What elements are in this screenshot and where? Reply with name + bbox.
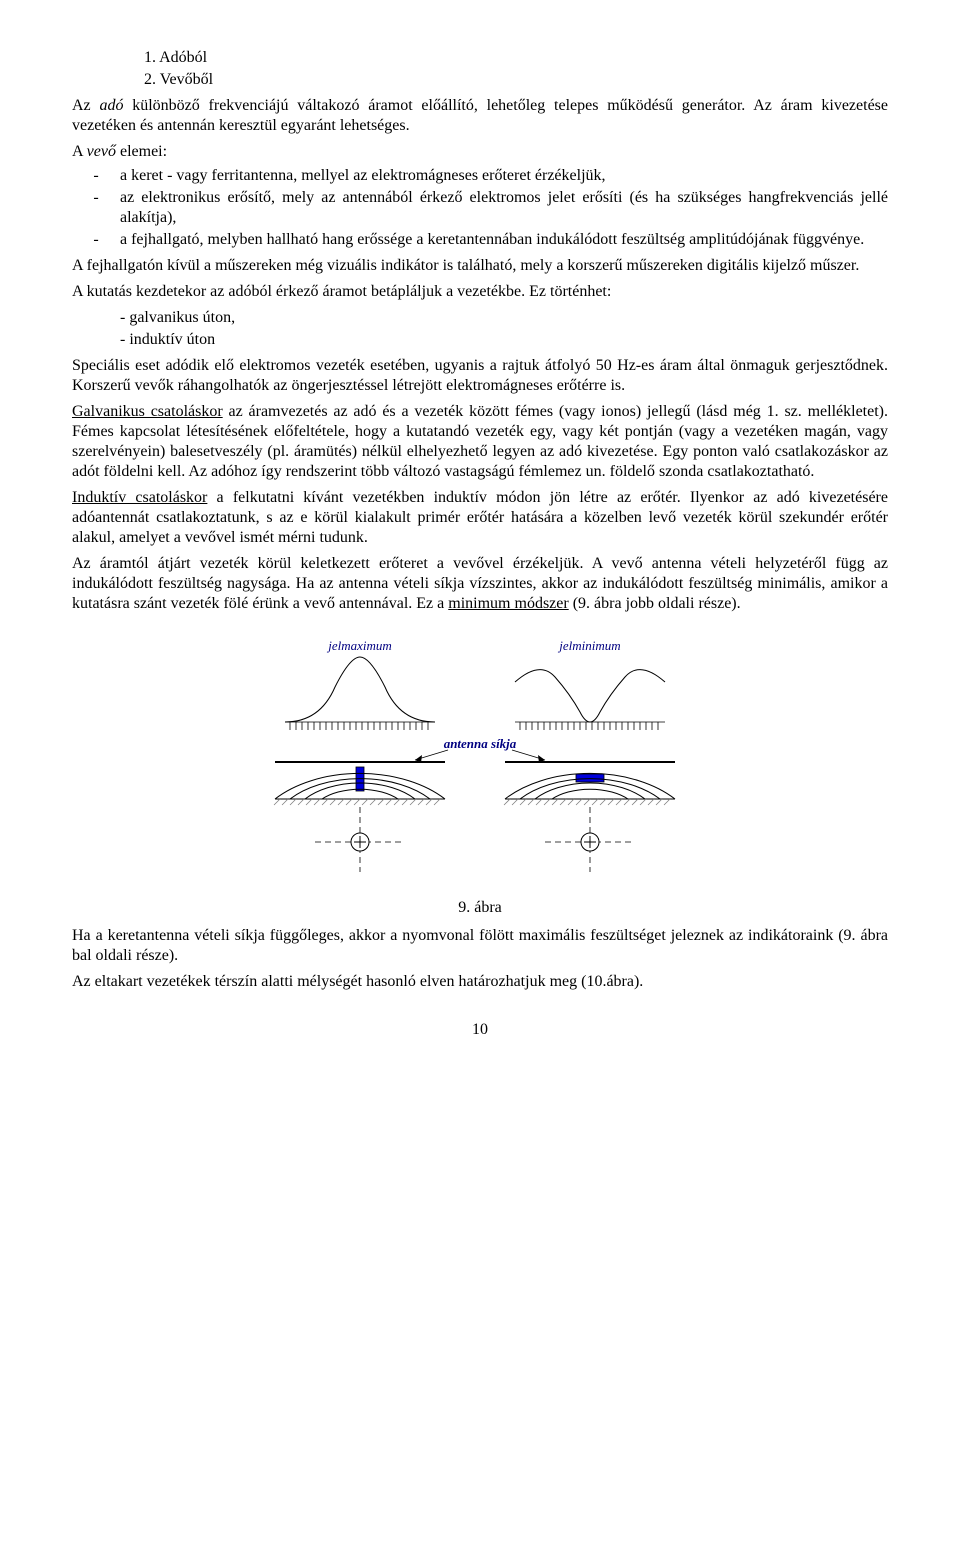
paragraph-special: Speciális eset adódik elő elektromos vez…	[72, 356, 888, 396]
bullet-marker: -	[72, 188, 120, 228]
emph-vevo: vevő	[87, 143, 116, 160]
paragraph-indicator: A fejhallgatón kívül a műszereken még vi…	[72, 256, 888, 276]
paragraph-vevo-intro: A vevő elemei:	[72, 142, 888, 162]
page-number: 10	[72, 1020, 888, 1040]
svg-text:jelminimum: jelminimum	[557, 638, 620, 653]
bullet-text: a fejhallgató, melyben hallható hang erő…	[120, 230, 888, 250]
sub-bullet-inductive: - induktív úton	[120, 330, 888, 350]
figure-9-caption: 9. ábra	[72, 898, 888, 918]
underline-inductive: Induktív csatoláskor	[72, 489, 207, 506]
text: különböző frekvenciájú váltakozó áramot …	[72, 97, 888, 134]
bullet-marker: -	[72, 166, 120, 186]
paragraph-minimum: Az áramtól átjárt vezeték körül keletkez…	[72, 554, 888, 614]
bullet-text: az elektronikus erősítő, mely az antenná…	[120, 188, 888, 228]
bullet-item: - a keret - vagy ferritantenna, mellyel …	[72, 166, 888, 186]
text: (9. ábra jobb oldali része).	[569, 595, 741, 612]
paragraph-maximum: Ha a keretantenna vételi síkja függőlege…	[72, 926, 888, 966]
emph-ado: adó	[99, 97, 123, 114]
bullet-item: - a fejhallgató, melyben hallható hang e…	[72, 230, 888, 250]
text: elemei:	[116, 143, 167, 160]
paragraph-feed-intro: A kutatás kezdetekor az adóból érkező ár…	[72, 282, 888, 302]
figure-9: jelmaximum jelminimum	[72, 632, 888, 888]
list-item-1: 1. Adóból	[144, 48, 888, 68]
paragraph-ado: Az adó különböző frekvenciájú váltakozó …	[72, 96, 888, 136]
underline-minimum: minimum módszer	[448, 595, 568, 612]
paragraph-inductive: Induktív csatoláskor a felkutatni kívánt…	[72, 488, 888, 548]
vevo-bullet-list: - a keret - vagy ferritantenna, mellyel …	[72, 166, 888, 250]
svg-text:antenna síkja: antenna síkja	[444, 736, 517, 751]
text: A	[72, 143, 87, 160]
paragraph-galvanic: Galvanikus csatoláskor az áramvezetés az…	[72, 402, 888, 482]
paragraph-depth: Az eltakart vezetékek térszín alatti mél…	[72, 972, 888, 992]
underline-galvanic: Galvanikus csatoláskor	[72, 403, 223, 420]
bullet-text: a keret - vagy ferritantenna, mellyel az…	[120, 166, 888, 186]
figure-9-svg: jelmaximum jelminimum	[240, 632, 720, 882]
text: Az	[72, 97, 99, 114]
bullet-marker: -	[72, 230, 120, 250]
sub-bullet-galvanic: - galvanikus úton,	[120, 308, 888, 328]
bullet-item: - az elektronikus erősítő, mely az anten…	[72, 188, 888, 228]
list-item-2: 2. Vevőből	[144, 70, 888, 90]
svg-text:jelmaximum: jelmaximum	[326, 638, 392, 653]
